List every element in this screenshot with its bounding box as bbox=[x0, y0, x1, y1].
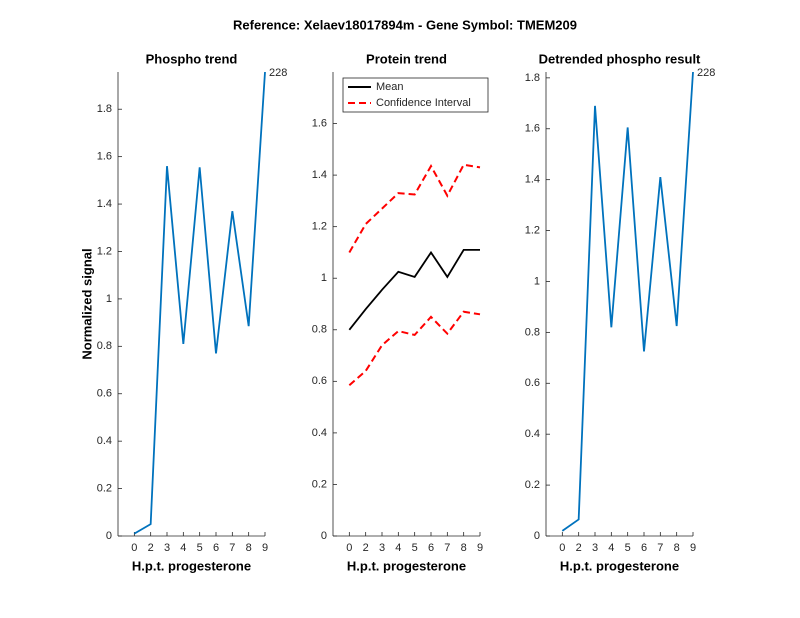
data-line bbox=[133, 71, 266, 535]
legend-label: Confidence Interval bbox=[376, 97, 471, 109]
x-tick-label: 9 bbox=[690, 542, 696, 554]
x-tick-label: 6 bbox=[213, 542, 219, 554]
y-tick-label: 1.6 bbox=[312, 117, 327, 129]
y-tick-label: 0.8 bbox=[312, 324, 327, 336]
x-axis-label: H.p.t. progesterone bbox=[132, 558, 251, 573]
x-tick-label: 5 bbox=[625, 542, 631, 554]
y-axis-label: Normalized signal bbox=[79, 248, 94, 359]
annotation: 228 bbox=[697, 67, 715, 79]
x-tick-label: 5 bbox=[197, 542, 203, 554]
x-tick-label: 8 bbox=[246, 542, 252, 554]
x-axis-label: H.p.t. progesterone bbox=[347, 558, 466, 573]
annotation: 228 bbox=[269, 67, 287, 79]
y-tick-label: 0 bbox=[321, 530, 327, 542]
x-tick-label: 7 bbox=[657, 542, 663, 554]
x-tick-label: 3 bbox=[592, 542, 598, 554]
x-tick-label: 4 bbox=[180, 542, 186, 554]
x-tick-label: 0 bbox=[559, 542, 565, 554]
x-tick-label: 8 bbox=[674, 542, 680, 554]
figure-title: Reference: Xelaev18017894m - Gene Symbol… bbox=[233, 17, 577, 32]
x-tick-label: 6 bbox=[428, 542, 434, 554]
x-axis-label: H.p.t. progesterone bbox=[560, 558, 679, 573]
y-tick-label: 1.8 bbox=[97, 103, 112, 115]
data-line bbox=[348, 163, 481, 253]
x-tick-label: 4 bbox=[395, 542, 401, 554]
chart-title: Protein trend bbox=[366, 51, 447, 66]
y-tick-label: 0.4 bbox=[312, 427, 327, 439]
chart-title: Phospho trend bbox=[146, 51, 238, 66]
legend-box bbox=[342, 77, 489, 113]
x-tick-label: 3 bbox=[164, 542, 170, 554]
y-tick-label: 1.8 bbox=[525, 72, 540, 84]
y-tick-label: 1 bbox=[106, 293, 112, 305]
y-tick-label: 1.2 bbox=[97, 245, 112, 257]
y-tick-label: 1.2 bbox=[525, 224, 540, 236]
y-tick-label: 1.4 bbox=[97, 198, 112, 210]
y-tick-label: 1 bbox=[321, 272, 327, 284]
y-tick-label: 1.2 bbox=[312, 221, 327, 233]
y-tick-label: 1 bbox=[534, 275, 540, 287]
y-tick-label: 0.8 bbox=[97, 340, 112, 352]
y-tick-label: 0.2 bbox=[97, 482, 112, 494]
y-tick-label: 0.6 bbox=[312, 375, 327, 387]
y-tick-label: 0.2 bbox=[312, 478, 327, 490]
y-tick-label: 1.4 bbox=[525, 174, 540, 186]
y-tick-label: 0.8 bbox=[525, 326, 540, 338]
x-tick-label: 8 bbox=[461, 542, 467, 554]
y-tick-label: 0 bbox=[534, 530, 540, 542]
data-line bbox=[561, 71, 694, 532]
x-tick-label: 2 bbox=[148, 542, 154, 554]
y-tick-label: 0.4 bbox=[97, 435, 112, 447]
x-tick-label: 4 bbox=[608, 542, 614, 554]
y-tick-label: 0.2 bbox=[525, 479, 540, 491]
x-tick-label: 3 bbox=[379, 542, 385, 554]
y-tick-label: 1.6 bbox=[525, 123, 540, 135]
x-tick-label: 9 bbox=[477, 542, 483, 554]
y-tick-label: 1.6 bbox=[97, 151, 112, 163]
x-tick-label: 7 bbox=[444, 542, 450, 554]
y-tick-label: 0.6 bbox=[97, 388, 112, 400]
data-line bbox=[348, 248, 480, 331]
chart-title: Detrended phospho result bbox=[539, 51, 701, 66]
x-tick-label: 9 bbox=[262, 542, 268, 554]
x-tick-label: 7 bbox=[229, 542, 235, 554]
x-tick-label: 2 bbox=[363, 542, 369, 554]
x-tick-label: 5 bbox=[412, 542, 418, 554]
y-tick-label: 0.6 bbox=[525, 377, 540, 389]
y-tick-label: 1.4 bbox=[312, 169, 327, 181]
x-tick-label: 2 bbox=[576, 542, 582, 554]
y-tick-label: 0.4 bbox=[525, 428, 540, 440]
x-tick-label: 0 bbox=[346, 542, 352, 554]
data-line bbox=[348, 310, 481, 386]
x-tick-label: 6 bbox=[641, 542, 647, 554]
x-tick-label: 0 bbox=[131, 542, 137, 554]
y-tick-label: 0 bbox=[106, 530, 112, 542]
legend-label: Mean bbox=[376, 81, 404, 93]
